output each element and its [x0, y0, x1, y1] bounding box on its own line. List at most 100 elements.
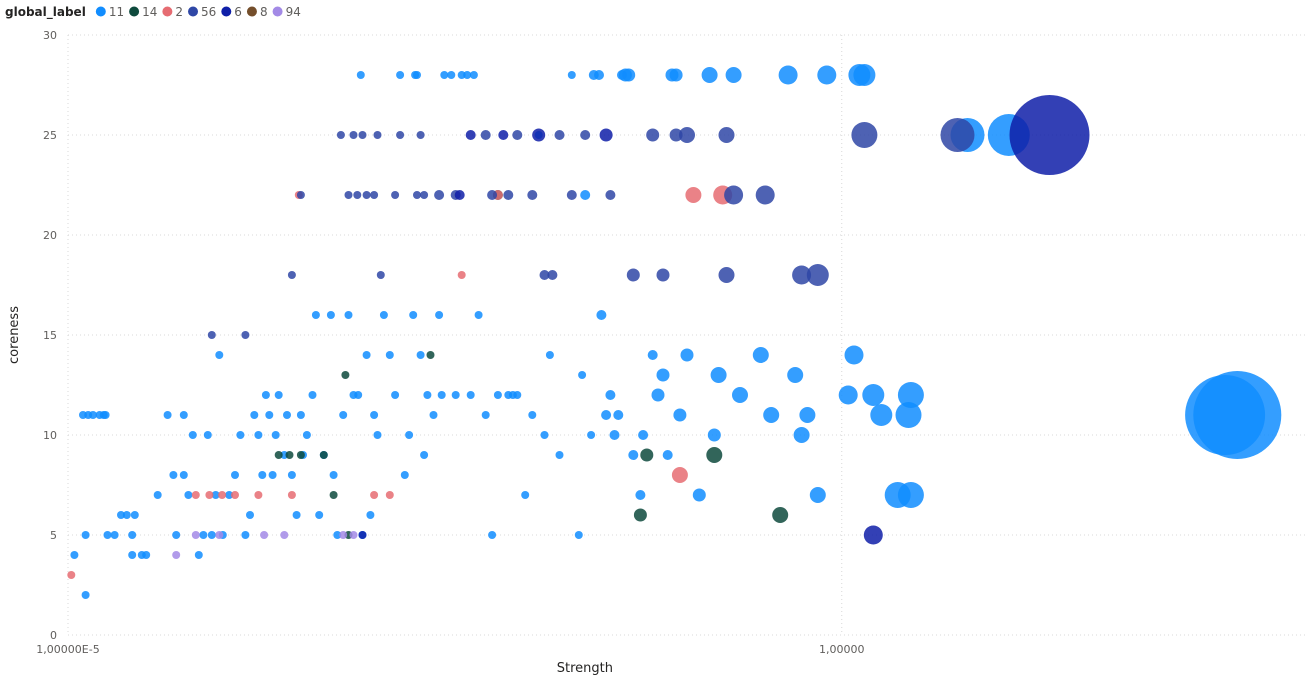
- data-point-series-11[interactable]: [656, 368, 670, 382]
- data-point-series-2[interactable]: [457, 271, 466, 279]
- data-point-series-11[interactable]: [370, 411, 379, 419]
- data-point-series-11[interactable]: [897, 382, 924, 408]
- data-point-series-14[interactable]: [285, 451, 294, 459]
- data-point-series-11[interactable]: [622, 68, 636, 82]
- data-point-series-11[interactable]: [283, 411, 291, 419]
- data-point-series-11[interactable]: [635, 490, 646, 500]
- data-point-series-11[interactable]: [356, 71, 365, 79]
- data-point-series-11[interactable]: [513, 391, 522, 399]
- data-point-series-11[interactable]: [103, 531, 112, 539]
- data-point-series-11[interactable]: [692, 488, 706, 502]
- data-point-series-11[interactable]: [423, 391, 432, 399]
- data-point-series-11[interactable]: [673, 408, 687, 422]
- data-point-series-11[interactable]: [296, 411, 305, 419]
- data-point-series-11[interactable]: [701, 67, 718, 83]
- data-point-series-56[interactable]: [718, 127, 735, 143]
- data-point-series-11[interactable]: [763, 407, 780, 423]
- data-point-series-11[interactable]: [188, 431, 197, 439]
- data-point-series-11[interactable]: [555, 451, 564, 459]
- data-point-series-11[interactable]: [793, 427, 810, 443]
- data-point-series-11[interactable]: [110, 531, 119, 539]
- data-point-series-11[interactable]: [344, 311, 353, 319]
- data-point-series-56[interactable]: [626, 268, 640, 282]
- data-point-series-11[interactable]: [545, 351, 554, 359]
- data-point-series-11[interactable]: [385, 351, 394, 359]
- data-point-series-11[interactable]: [474, 311, 483, 319]
- data-point-series-94[interactable]: [349, 531, 358, 539]
- data-point-series-56[interactable]: [396, 131, 405, 139]
- data-point-series-56[interactable]: [512, 130, 523, 140]
- data-point-series-11[interactable]: [308, 391, 317, 399]
- data-point-series-11[interactable]: [241, 531, 250, 539]
- data-point-series-11[interactable]: [897, 482, 924, 508]
- data-point-series-6[interactable]: [863, 525, 883, 545]
- data-point-series-56[interactable]: [373, 131, 382, 139]
- data-point-series-56[interactable]: [566, 190, 577, 200]
- data-point-series-11[interactable]: [128, 551, 137, 559]
- data-point-series-56[interactable]: [554, 130, 565, 140]
- data-point-series-56[interactable]: [241, 331, 250, 339]
- data-point-series-11[interactable]: [488, 531, 497, 539]
- data-point-series-94[interactable]: [260, 531, 269, 539]
- data-point-series-56[interactable]: [806, 264, 829, 286]
- data-point-series-11[interactable]: [420, 451, 429, 459]
- data-point-series-11[interactable]: [163, 411, 172, 419]
- data-point-series-56[interactable]: [362, 191, 371, 199]
- data-point-series-11[interactable]: [265, 411, 274, 419]
- data-point-series-11[interactable]: [311, 311, 320, 319]
- data-point-series-11[interactable]: [362, 351, 371, 359]
- data-point-series-11[interactable]: [647, 350, 658, 360]
- data-point-series-11[interactable]: [662, 450, 673, 460]
- data-point-series-56[interactable]: [718, 267, 735, 283]
- data-point-series-11[interactable]: [246, 511, 254, 519]
- data-point-series-11[interactable]: [142, 551, 151, 559]
- data-point-series-14[interactable]: [329, 491, 338, 499]
- data-point-series-2[interactable]: [370, 491, 379, 499]
- data-point-series-11[interactable]: [391, 391, 400, 399]
- data-point-series-11[interactable]: [435, 311, 444, 319]
- data-point-series-11[interactable]: [203, 431, 212, 439]
- data-point-series-11[interactable]: [215, 351, 224, 359]
- data-point-series-56[interactable]: [207, 331, 216, 339]
- data-point-series-11[interactable]: [130, 511, 139, 519]
- data-point-series-11[interactable]: [540, 431, 549, 439]
- data-point-series-11[interactable]: [669, 68, 683, 82]
- data-point-series-11[interactable]: [366, 511, 375, 519]
- data-point-series-11[interactable]: [528, 411, 537, 419]
- data-point-series-11[interactable]: [628, 450, 639, 460]
- data-point-series-11[interactable]: [710, 367, 727, 383]
- data-point-series-2[interactable]: [231, 491, 239, 499]
- data-point-series-56[interactable]: [940, 118, 975, 152]
- data-point-series-56[interactable]: [527, 190, 538, 200]
- data-point-series-11[interactable]: [81, 531, 90, 539]
- legend-item-11[interactable]: 11: [95, 5, 124, 19]
- data-point-series-11[interactable]: [596, 310, 607, 320]
- data-point-series-56[interactable]: [580, 130, 591, 140]
- data-point-series-11[interactable]: [405, 431, 414, 439]
- data-point-series-56[interactable]: [413, 191, 421, 199]
- data-point-series-2[interactable]: [287, 491, 296, 499]
- data-point-series-11[interactable]: [268, 471, 277, 479]
- data-point-series-11[interactable]: [89, 411, 97, 419]
- data-point-series-11[interactable]: [725, 67, 742, 83]
- data-point-series-56[interactable]: [287, 271, 296, 279]
- data-point-series-14[interactable]: [772, 507, 789, 523]
- data-point-series-94[interactable]: [215, 531, 224, 539]
- data-point-series-11[interactable]: [451, 391, 460, 399]
- data-point-series-11[interactable]: [609, 430, 620, 440]
- data-point-series-11[interactable]: [329, 471, 338, 479]
- data-point-series-11[interactable]: [287, 471, 296, 479]
- data-point-series-11[interactable]: [354, 391, 363, 399]
- legend-item-56[interactable]: 56: [188, 5, 216, 19]
- data-point-series-56[interactable]: [376, 271, 385, 279]
- data-point-series-2[interactable]: [385, 491, 394, 499]
- data-point-series-56[interactable]: [679, 127, 695, 143]
- data-point-series-11[interactable]: [117, 511, 125, 519]
- data-point-series-11[interactable]: [413, 71, 421, 79]
- data-point-series-11[interactable]: [179, 471, 188, 479]
- data-point-series-11[interactable]: [409, 311, 418, 319]
- data-point-series-14[interactable]: [341, 371, 350, 379]
- data-point-series-14[interactable]: [426, 351, 435, 359]
- data-point-series-11[interactable]: [580, 190, 591, 200]
- data-point-series-11[interactable]: [302, 431, 311, 439]
